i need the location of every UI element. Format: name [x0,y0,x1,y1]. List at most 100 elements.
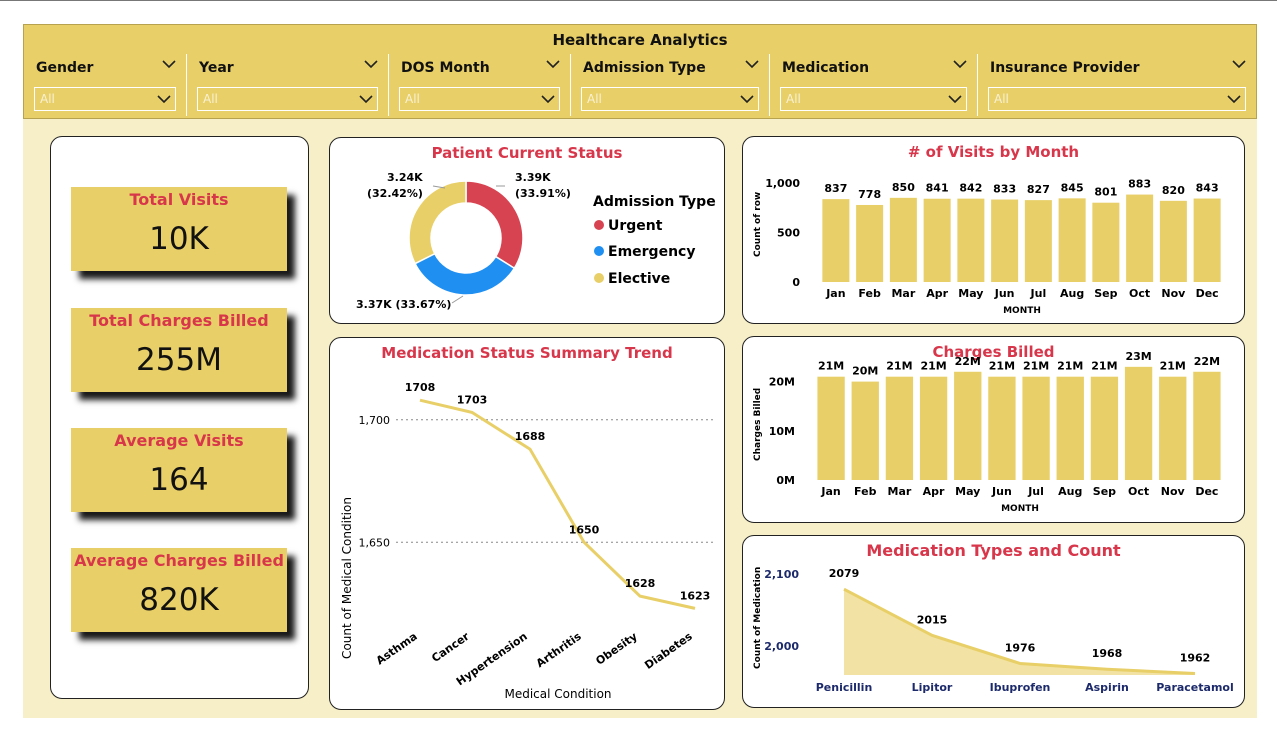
bar-sep[interactable] [1090,376,1119,480]
x-tick-label: Diabetes [642,630,695,672]
bar-jan[interactable] [817,376,845,480]
charges-billed-panel[interactable]: Charges Billed 0M 10M 20M 21M Jan 20M Feb 21M Ma… [742,336,1245,523]
y-axis-label: Count of row [753,192,763,257]
patient-status-panel[interactable]: Patient Current Status Admission Type Ur… [329,137,725,324]
data-label: 827 [1027,183,1050,196]
data-label: 20M [852,365,878,378]
y-tick-label: 0 [792,276,800,289]
chevron-down-icon[interactable] [359,92,373,106]
bar-dec[interactable] [1193,371,1221,480]
bar-aug[interactable] [1058,198,1086,282]
medication-types-panel[interactable]: Medication Types and Count 2,000 2,100 207… [742,535,1245,708]
x-tick-label: Aug [1058,485,1082,498]
bar-oct[interactable] [1124,366,1153,480]
area-line[interactable] [843,587,1196,676]
chevron-down-icon[interactable] [546,57,560,71]
bar-apr[interactable] [923,198,951,282]
data-label: 21M [989,360,1015,373]
bar-apr[interactable] [919,376,948,480]
slicer-dropdown[interactable]: All [581,87,759,111]
bar-aug[interactable] [1056,376,1084,480]
kpi-card-total-charges[interactable]: Total Charges Billed 255M [71,308,287,392]
charges-bar-chart: 0M 10M 20M 21M Jan 20M Feb 21M Mar 21M Apr 22M May 21… [753,350,1221,514]
bar-jul[interactable] [1024,200,1052,282]
chevron-down-icon[interactable] [1227,92,1241,106]
bar-may[interactable] [954,371,982,480]
bar-feb[interactable] [851,381,879,480]
bar-jul[interactable] [1022,376,1050,480]
legend-entry-urgent[interactable]: Urgent [608,218,663,234]
bar-jan[interactable] [822,199,850,282]
x-tick-label: Jan [825,287,845,300]
donut-slice-emergency[interactable] [414,252,516,296]
slice-percent-elective: (32.42%) [367,187,423,200]
slicer-dropdown[interactable]: All [399,87,560,111]
bar-nov[interactable] [1159,200,1187,282]
chevron-down-icon[interactable] [364,57,378,71]
slicer-admission-type[interactable]: Admission Type All [571,54,770,116]
bar-jun[interactable] [991,199,1019,282]
y-tick-label: 1,000 [765,177,800,190]
page-title: Healthcare Analytics [552,31,728,49]
slicer-dropdown[interactable]: All [988,87,1246,111]
legend-entry-elective[interactable]: Elective [608,271,670,287]
chevron-down-icon[interactable] [948,92,962,106]
slice-label-elective: 3.24K [387,171,423,184]
chevron-down-icon[interactable] [953,57,967,71]
trend-line[interactable] [419,398,696,610]
data-label: 2079 [829,567,860,580]
bar-oct[interactable] [1126,194,1154,282]
slicer-year[interactable]: Year All [187,54,389,116]
y-tick-label: 1,650 [359,536,391,549]
bar-mar[interactable] [885,376,914,480]
slicer-medication[interactable]: Medication All [770,54,978,116]
slicer-dropdown[interactable]: All [34,87,176,111]
chevron-down-icon[interactable] [162,57,176,71]
y-tick-label: 20M [769,376,795,389]
kpi-card-average-visits[interactable]: Average Visits 164 [71,428,287,512]
donut-chart: Admission Type Urgent Emergency Elective… [356,171,716,311]
chevron-down-icon[interactable] [1232,57,1246,71]
donut-slice-elective[interactable] [408,180,467,265]
kpi-card-total-visits[interactable]: Total Visits 10K [71,187,287,271]
kpi-title: Average Visits [114,431,244,450]
visits-by-month-panel[interactable]: # of Visits by Month 0 500 1,000 837 Jan 778 F… [742,136,1245,324]
chevron-down-icon[interactable] [745,57,759,71]
chevron-down-icon[interactable] [740,92,754,106]
data-label: 778 [858,188,881,201]
slicer-label: Admission Type [583,60,706,76]
chevron-down-icon[interactable] [157,92,171,106]
chevron-down-icon[interactable] [541,92,555,106]
data-label: 21M [1091,360,1117,373]
data-label: 1976 [1005,641,1036,654]
bar-feb[interactable] [856,204,884,282]
bar-may[interactable] [957,198,985,282]
bar-nov[interactable] [1159,376,1187,480]
data-label: 845 [1061,181,1084,194]
slicer-dos-month[interactable]: DOS Month All [389,54,571,116]
slicer-dropdown[interactable]: All [197,87,378,111]
medication-area-chart: 2,000 2,100 2079 Penicillin 2015 Lipitor 1976 I… [753,567,1234,694]
data-label: 21M [1160,360,1186,373]
y-tick-label: 500 [777,227,800,240]
kpi-card-average-charges[interactable]: Average Charges Billed 820K [71,548,287,632]
data-label: 833 [993,183,1016,196]
x-tick-label: May [958,287,983,300]
slice-label-emergency: 3.37K (33.67%) [356,298,451,311]
legend-entry-emergency[interactable]: Emergency [608,244,695,260]
slicer-insurance-provider[interactable]: Insurance Provider All [978,54,1256,116]
data-label: 2015 [917,613,948,626]
slicer-gender[interactable]: Gender All [24,54,187,116]
y-tick-label: 2,000 [764,640,799,653]
x-axis-label: Medical Condition [504,687,611,701]
bar-dec[interactable] [1193,198,1221,282]
x-tick-label: Cancer [429,629,472,664]
medication-trend-panel[interactable]: Medication Status Summary Trend 1,650 1,7… [329,337,725,710]
y-axis-label: Charges Billed [753,388,763,461]
bar-sep[interactable] [1092,202,1120,282]
bar-jun[interactable] [988,376,1016,480]
bar-mar[interactable] [889,197,917,282]
x-tick-label: Obesity [593,630,639,668]
slicer-dropdown[interactable]: All [780,87,967,111]
x-tick-label: Jul [1027,485,1044,498]
